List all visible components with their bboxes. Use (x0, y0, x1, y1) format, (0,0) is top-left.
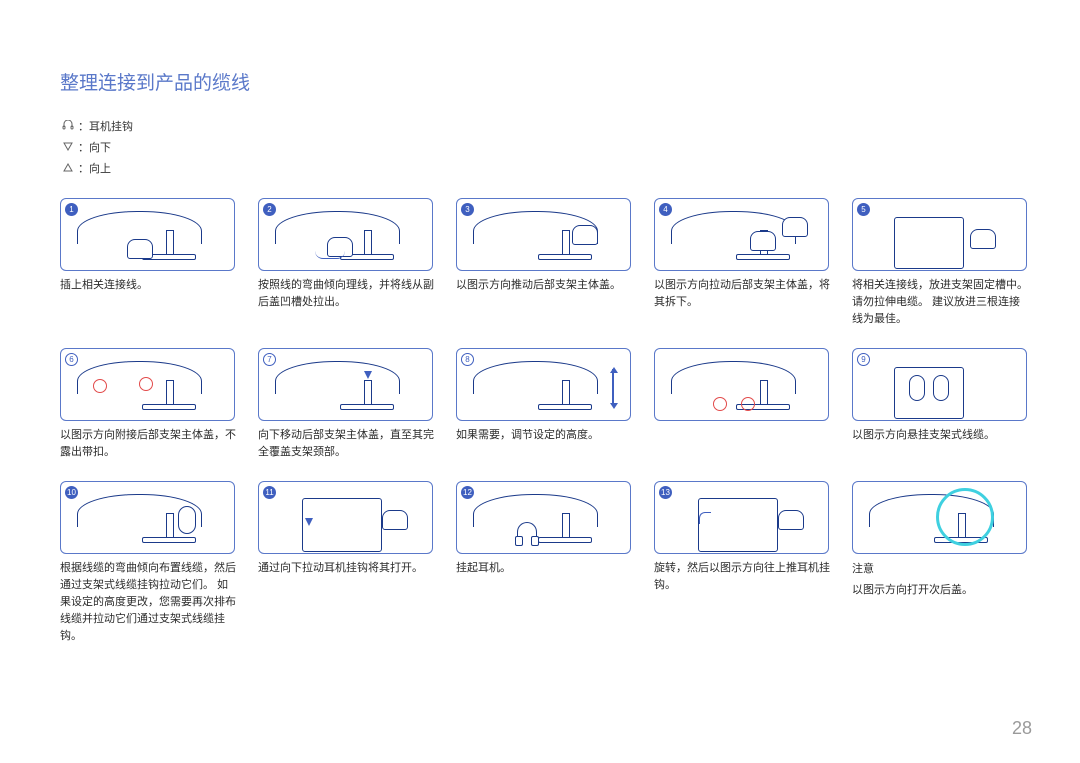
step-figure (654, 348, 829, 421)
step-caption: 如果需要，调节设定的高度。 (456, 427, 632, 444)
legend-item-headphone-hook: ：耳机挂钩 (60, 117, 1024, 138)
step-caption: 根据线缆的弯曲倾向布置线缆，然后通过支架式线缆挂钩拉动它们。 如果设定的高度更改… (60, 560, 236, 645)
step-caption: 旋转，然后以图示方向往上推耳机挂钩。 (654, 560, 830, 594)
step-1-figure: 1 (60, 198, 235, 271)
step-12-figure: 12 (456, 481, 631, 554)
legend-label: ：向下 (78, 138, 111, 159)
step-5-figure: 5 (852, 198, 1027, 271)
step-4: 4 以图示方向拉动后部支架主体盖，将其拆下。 (654, 198, 830, 328)
step-10-figure: 10 (60, 481, 235, 554)
step-unlabeled (654, 348, 830, 461)
step-10: 10 根据线缆的弯曲倾向布置线缆，然后通过支架式线缆挂钩拉动它们。 如果设定的高… (60, 481, 236, 645)
step-caption: 将相关连接线，放进支架固定槽中。 请勿拉伸电缆。 建议放进三根连接线为最佳。 (852, 277, 1028, 328)
step-5: 5 将相关连接线，放进支架固定槽中。 请勿拉伸电缆。 建议放进三根连接线为最佳。 (852, 198, 1028, 328)
step-12: 12 挂起耳机。 (456, 481, 632, 645)
legend-label: ：耳机挂钩 (78, 117, 133, 138)
step-7-figure: 7 (258, 348, 433, 421)
step-4-figure: 4 (654, 198, 829, 271)
step-11-figure: 11 (258, 481, 433, 554)
step-13-figure: 13 (654, 481, 829, 554)
highlight-circle-icon (936, 488, 994, 546)
step-8-figure: 8 (456, 348, 631, 421)
step-7: 7 向下移动后部支架主体盖，直至其完全覆盖支架颈部。 (258, 348, 434, 461)
step-6-figure: 6 (60, 348, 235, 421)
note-title: 注意 (852, 560, 1028, 576)
step-caption: 以图示方向附接后部支架主体盖，不露出带扣。 (60, 427, 236, 461)
step-3-figure: 3 (456, 198, 631, 271)
step-9-figure: 9 (852, 348, 1027, 421)
legend-label: ：向上 (78, 159, 111, 180)
step-1: 1 插上相关连接线。 (60, 198, 236, 328)
legend: ：耳机挂钩 ：向下 ：向上 (60, 117, 1024, 180)
headphone-hook-icon (60, 117, 76, 138)
step-caption: 以图示方向悬挂支架式线缆。 (852, 427, 1028, 444)
step-caption: 按照线的弯曲倾向理线，并将线从副后盖凹槽处拉出。 (258, 277, 434, 311)
step-caption: 以图示方向拉动后部支架主体盖，将其拆下。 (654, 277, 830, 311)
step-2-figure: 2 (258, 198, 433, 271)
step-6: 6 以图示方向附接后部支架主体盖，不露出带扣。 (60, 348, 236, 461)
step-caption: 以图示方向推动后部支架主体盖。 (456, 277, 632, 294)
step-note-figure (852, 481, 1027, 554)
step-8: 8 如果需要，调节设定的高度。 (456, 348, 632, 461)
step-caption: 插上相关连接线。 (60, 277, 236, 294)
step-11: 11 通过向下拉动耳机挂钩将其打开。 (258, 481, 434, 645)
legend-item-down: ：向下 (60, 138, 1024, 159)
step-caption: 向下移动后部支架主体盖，直至其完全覆盖支架颈部。 (258, 427, 434, 461)
section-title: 整理连接到产品的缆线 (60, 68, 1024, 95)
step-9: 9 以图示方向悬挂支架式线缆。 (852, 348, 1028, 461)
step-2: 2 按照线的弯曲倾向理线，并将线从副后盖凹槽处拉出。 (258, 198, 434, 328)
step-13: 13 旋转，然后以图示方向往上推耳机挂钩。 (654, 481, 830, 645)
step-note: 注意 以图示方向打开次后盖。 (852, 481, 1028, 645)
step-caption: 通过向下拉动耳机挂钩将其打开。 (258, 560, 434, 577)
steps-grid: 1 插上相关连接线。 2 按照线的弯曲倾向理线，并将线从副后盖凹槽处拉出。 3 … (60, 198, 1024, 645)
triangle-down-icon (60, 138, 76, 159)
step-3: 3 以图示方向推动后部支架主体盖。 (456, 198, 632, 328)
step-caption: 挂起耳机。 (456, 560, 632, 577)
step-caption: 以图示方向打开次后盖。 (852, 582, 1028, 599)
page-number: 28 (1012, 718, 1032, 739)
triangle-up-icon (60, 159, 76, 180)
headphone-icon (517, 522, 537, 540)
legend-item-up: ：向上 (60, 159, 1024, 180)
